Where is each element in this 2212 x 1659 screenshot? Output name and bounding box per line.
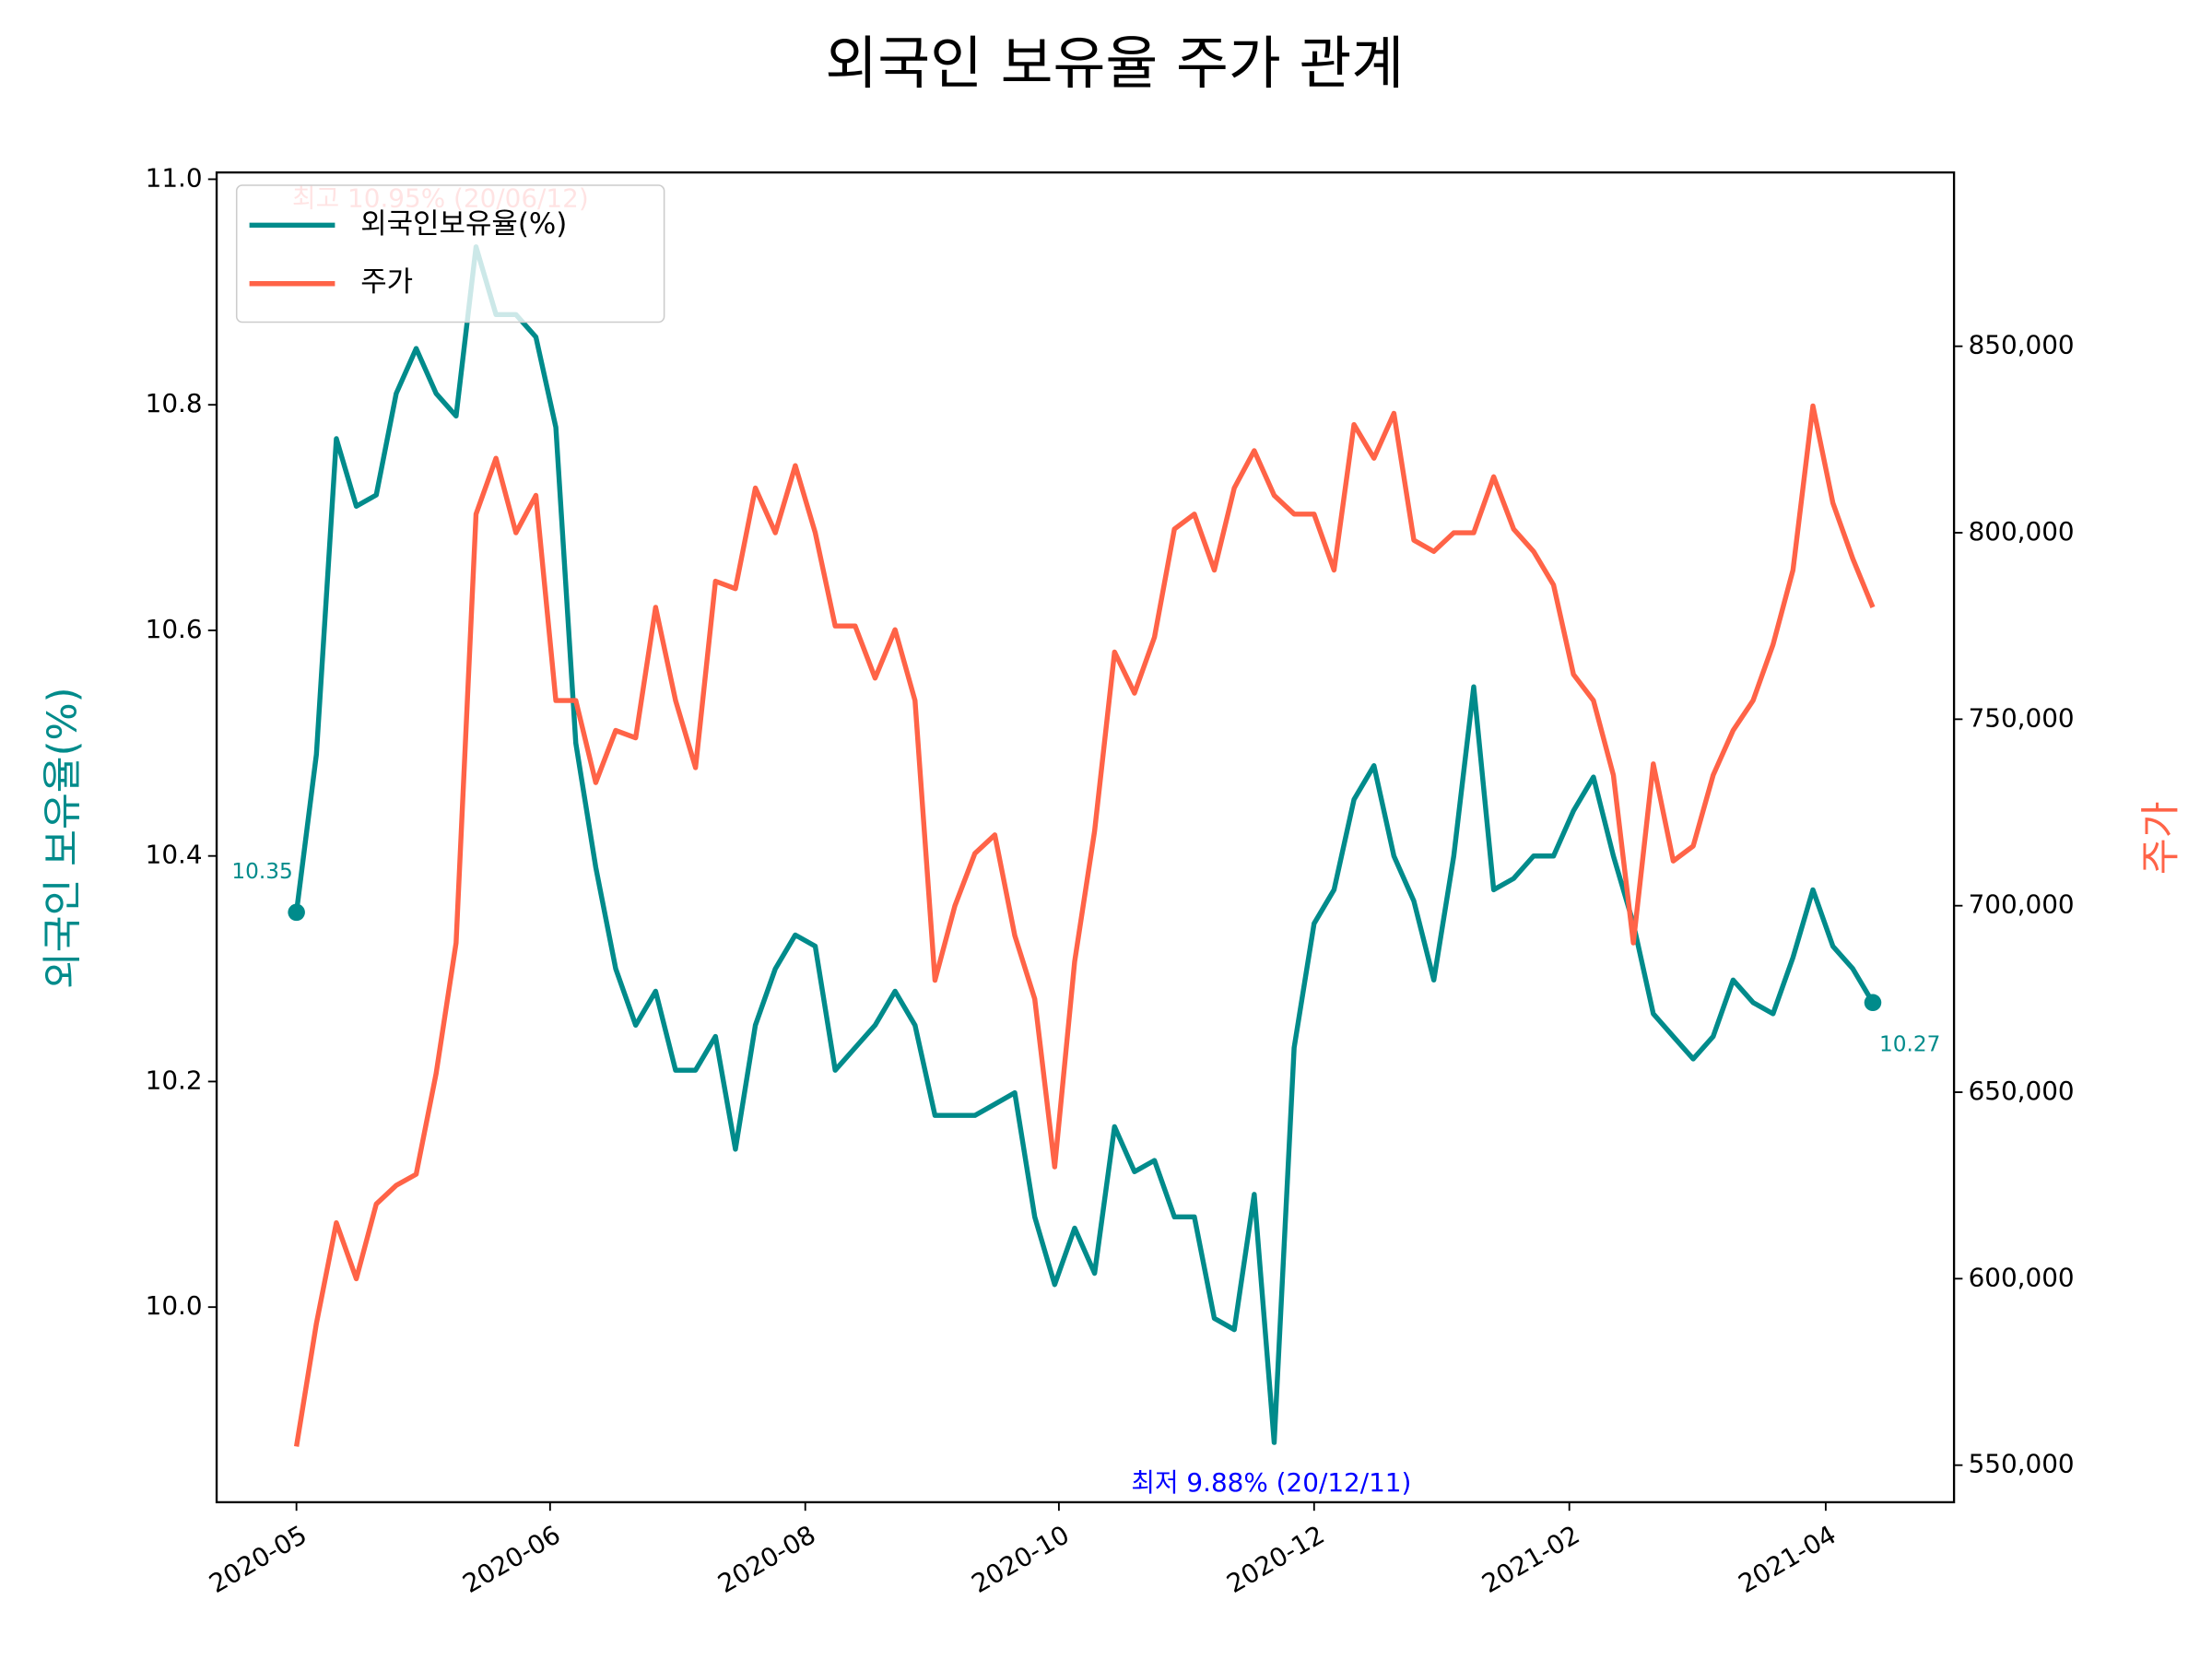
- y-axis-label: 외국인 보유율(%): [41, 687, 87, 989]
- end-label: 10.35: [231, 859, 292, 884]
- end-marker: [288, 903, 305, 922]
- plot-frame: [215, 171, 1956, 1504]
- y2-tick-label: 650,000: [1969, 1076, 2075, 1106]
- series-line: [293, 403, 1876, 1447]
- legend: 외국인보유율(%) 주가: [235, 184, 665, 324]
- y-tick-label: 10.4: [146, 840, 203, 870]
- chart-title: 외국인 보유율 주가 관계: [825, 30, 1404, 97]
- y-tick-label: 10.6: [146, 614, 203, 644]
- y2-axis-label: 주가: [2138, 801, 2184, 875]
- y-tick-label: 10.8: [146, 388, 203, 418]
- legend-box: [235, 184, 665, 324]
- annotation-low: 최저 9.88% (20/12/11): [1131, 1467, 1411, 1498]
- y2-tick-label: 600,000: [1969, 1262, 2075, 1292]
- y2-tick-label: 550,000: [1969, 1449, 2075, 1479]
- series-line: [293, 244, 1876, 1445]
- y-tick-label: 10.0: [146, 1290, 203, 1321]
- legend-label: 주가: [360, 265, 413, 299]
- y2-tick-label: 750,000: [1969, 702, 2075, 733]
- y2-tick-label: 800,000: [1969, 516, 2075, 547]
- y2-tick-label: 700,000: [1969, 889, 2075, 920]
- end-label: 10.27: [1879, 1032, 1940, 1057]
- y-tick-label: 11.0: [146, 162, 203, 193]
- end-marker: [1864, 994, 1882, 1012]
- y-tick-label: 10.2: [146, 1065, 203, 1095]
- y2-tick-label: 850,000: [1969, 330, 2075, 360]
- legend-label: 외국인보유율(%): [360, 207, 567, 241]
